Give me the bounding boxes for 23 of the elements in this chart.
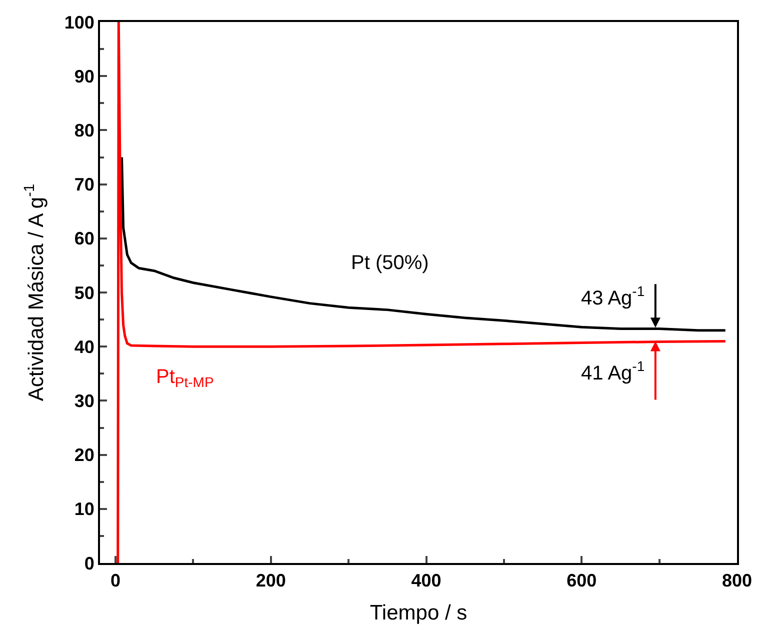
y-tick-label: 0 — [84, 553, 94, 574]
x-tick-label: 600 — [566, 570, 597, 591]
y-tick-label: 50 — [74, 282, 94, 303]
annotation: 43 Ag$^{-1}$ — [581, 283, 645, 310]
x-tick-label: 800 — [722, 570, 752, 591]
line-series — [120, 156, 727, 332]
y-tick-label: 80 — [74, 120, 94, 140]
series-label: Pt (50%) — [351, 252, 429, 274]
line-series — [116, 22, 727, 563]
y-tick-label: 30 — [74, 391, 94, 411]
y-tick-label: 100 — [64, 12, 94, 32]
annotation: 41 Ag$^{-1}$ — [581, 358, 645, 384]
y-tick-label: 10 — [74, 499, 94, 520]
y-tick-label: 60 — [74, 228, 94, 249]
y-tick-label: 70 — [74, 174, 94, 195]
x-axis-title: Tiempo / s — [370, 601, 468, 624]
x-tick-label: 400 — [411, 570, 442, 591]
y-tick-label: 20 — [74, 445, 94, 466]
series-label: Pt$_{Pt-MP}$ — [156, 366, 214, 390]
y-tick-label: 90 — [74, 66, 94, 86]
x-tick-label: 0 — [110, 570, 121, 591]
y-tick-label: 40 — [74, 336, 94, 357]
x-tick-label: 200 — [256, 570, 286, 591]
